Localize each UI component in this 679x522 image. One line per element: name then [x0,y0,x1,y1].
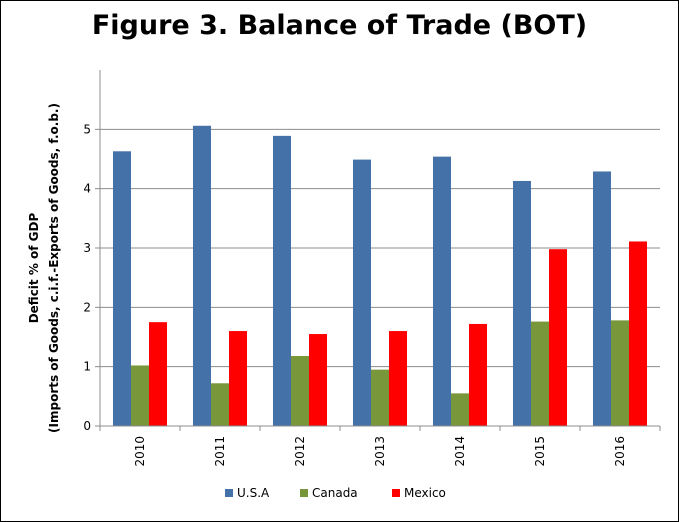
bar-canada-2015 [531,321,549,426]
bar-mexico-2014 [469,323,487,426]
legend-swatch [392,489,400,497]
bar-mexico-2016 [629,241,647,426]
bar-usa-2010 [113,151,131,426]
bar-usa-2016 [593,171,611,426]
y-axis-label-line1: Deficit % of GDP [27,213,41,324]
y-tick-labels: 0 1 2 3 4 5 [83,122,91,433]
legend-label: Mexico [404,486,446,500]
bar-usa-2012 [273,135,291,427]
legend-label: Canada [312,486,358,500]
x-tick-labels: 2010 2011 2012 2013 2014 2015 2016 [133,436,627,467]
chart-title: Figure 3. Balance of Trade (BOT) [91,10,588,41]
y-axis-label: Deficit % of GDP (Imports of Goods, c.i.f… [27,103,61,433]
x-tick-label: 2016 [613,436,627,467]
bar-canada-2011 [211,383,229,426]
bar-canada-2014 [451,393,469,426]
legend-swatch [225,489,233,497]
y-tick-label: 2 [83,300,91,314]
bar-mexico-2011 [229,331,247,426]
bar-mexico-2012 [309,334,327,426]
y-tick-label: 0 [83,419,91,433]
bar-mexico-2015 [549,249,567,426]
y-axis-label-line2: (Imports of Goods, c.i.f.-Exports of Goo… [47,103,61,433]
x-tick-label: 2014 [453,436,467,467]
bar-canada-2013 [371,369,389,426]
y-tick-label: 3 [83,241,91,255]
bar-usa-2015 [513,180,531,426]
legend-label: U.S.A [237,486,270,500]
x-tick-label: 2012 [293,436,307,467]
legend: U.S.A Canada Mexico [225,486,446,500]
x-tick-label: 2015 [533,436,547,467]
bar-usa-2014 [433,156,451,427]
y-tick-label: 4 [83,182,91,196]
x-tick-label: 2010 [133,436,147,467]
bar-usa-2013 [353,159,371,427]
y-tick-label: 1 [83,360,91,374]
gridlines [100,128,660,368]
x-tick-label: 2013 [373,436,387,467]
bar-usa-2011 [193,125,211,427]
x-tick-label: 2011 [213,436,227,467]
bar-canada-2016 [611,320,629,426]
bar-canada-2010 [131,365,149,426]
axes [95,70,661,431]
bars [113,125,647,427]
legend-swatch [300,489,308,497]
bar-mexico-2010 [149,322,167,426]
bar-mexico-2013 [389,331,407,426]
bar-canada-2012 [291,355,309,426]
y-tick-label: 5 [83,122,91,136]
